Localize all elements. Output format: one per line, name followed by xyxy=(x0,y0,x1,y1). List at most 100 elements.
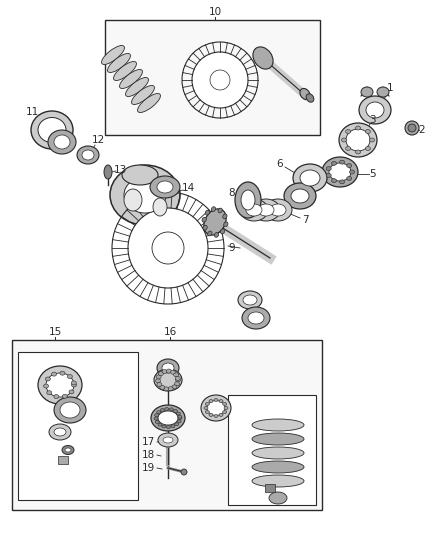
Ellipse shape xyxy=(205,210,209,215)
Ellipse shape xyxy=(300,88,310,100)
Ellipse shape xyxy=(65,448,71,452)
Ellipse shape xyxy=(246,204,262,216)
Ellipse shape xyxy=(38,366,82,404)
Text: 13: 13 xyxy=(113,165,127,175)
Ellipse shape xyxy=(370,138,374,142)
Text: 16: 16 xyxy=(163,327,177,337)
Ellipse shape xyxy=(170,370,176,374)
Ellipse shape xyxy=(54,394,59,399)
Text: 6: 6 xyxy=(277,159,283,169)
Ellipse shape xyxy=(204,209,226,235)
Text: 2: 2 xyxy=(419,125,425,135)
Ellipse shape xyxy=(205,410,209,414)
Text: 14: 14 xyxy=(181,183,194,193)
Ellipse shape xyxy=(162,369,167,374)
Text: 9: 9 xyxy=(229,243,235,253)
Bar xyxy=(105,20,320,135)
Ellipse shape xyxy=(223,402,226,406)
Bar xyxy=(12,340,322,510)
Ellipse shape xyxy=(329,163,351,181)
Ellipse shape xyxy=(214,399,218,401)
Text: 15: 15 xyxy=(48,327,62,337)
Ellipse shape xyxy=(108,53,131,72)
Ellipse shape xyxy=(38,117,66,142)
Ellipse shape xyxy=(306,94,314,102)
Ellipse shape xyxy=(326,173,331,177)
Ellipse shape xyxy=(252,475,304,487)
Ellipse shape xyxy=(175,382,180,386)
Text: 8: 8 xyxy=(229,188,235,198)
Ellipse shape xyxy=(177,412,180,415)
Ellipse shape xyxy=(408,124,416,132)
Text: 3: 3 xyxy=(369,115,375,125)
Ellipse shape xyxy=(208,231,212,236)
Ellipse shape xyxy=(154,369,182,391)
Ellipse shape xyxy=(43,384,49,388)
Ellipse shape xyxy=(252,419,304,431)
Ellipse shape xyxy=(405,121,419,135)
Ellipse shape xyxy=(168,387,173,391)
Ellipse shape xyxy=(326,167,331,171)
Ellipse shape xyxy=(151,405,185,431)
Ellipse shape xyxy=(235,182,261,218)
Ellipse shape xyxy=(339,123,377,157)
Ellipse shape xyxy=(46,377,50,381)
Ellipse shape xyxy=(224,222,228,227)
Ellipse shape xyxy=(238,291,262,309)
Ellipse shape xyxy=(69,390,74,394)
Bar xyxy=(265,484,275,492)
Ellipse shape xyxy=(332,161,336,165)
Ellipse shape xyxy=(347,164,352,167)
Ellipse shape xyxy=(173,409,177,413)
Ellipse shape xyxy=(178,416,182,419)
Text: 11: 11 xyxy=(25,107,39,117)
Ellipse shape xyxy=(346,129,370,151)
Ellipse shape xyxy=(162,363,174,373)
Ellipse shape xyxy=(177,420,181,423)
Ellipse shape xyxy=(223,214,227,219)
Ellipse shape xyxy=(181,469,187,475)
Ellipse shape xyxy=(48,130,76,154)
Ellipse shape xyxy=(62,394,67,398)
Text: 7: 7 xyxy=(302,215,308,225)
Ellipse shape xyxy=(157,359,179,377)
Ellipse shape xyxy=(128,208,208,288)
Ellipse shape xyxy=(54,397,86,423)
Ellipse shape xyxy=(339,160,345,164)
Ellipse shape xyxy=(122,165,158,185)
Ellipse shape xyxy=(359,96,391,124)
Ellipse shape xyxy=(160,409,164,411)
Ellipse shape xyxy=(347,176,352,181)
Ellipse shape xyxy=(204,407,208,409)
Ellipse shape xyxy=(202,217,206,222)
Ellipse shape xyxy=(365,147,371,150)
Ellipse shape xyxy=(207,400,225,416)
Ellipse shape xyxy=(120,69,142,88)
Ellipse shape xyxy=(300,170,320,186)
Ellipse shape xyxy=(218,208,223,213)
Ellipse shape xyxy=(158,423,162,426)
Ellipse shape xyxy=(157,383,162,386)
Ellipse shape xyxy=(205,402,209,406)
Ellipse shape xyxy=(46,373,74,397)
Ellipse shape xyxy=(152,232,184,264)
Text: 18: 18 xyxy=(141,450,155,460)
Ellipse shape xyxy=(258,204,274,216)
Ellipse shape xyxy=(162,425,166,428)
Ellipse shape xyxy=(342,138,346,142)
Ellipse shape xyxy=(192,52,248,108)
Bar xyxy=(58,456,68,464)
Ellipse shape xyxy=(77,146,99,164)
Ellipse shape xyxy=(241,190,255,210)
Ellipse shape xyxy=(113,61,137,80)
Ellipse shape xyxy=(252,433,304,445)
Ellipse shape xyxy=(223,410,226,414)
Ellipse shape xyxy=(52,372,57,376)
Ellipse shape xyxy=(377,87,389,97)
Ellipse shape xyxy=(210,70,230,90)
Text: 5: 5 xyxy=(369,169,375,179)
Ellipse shape xyxy=(62,446,74,455)
Ellipse shape xyxy=(166,369,171,373)
Ellipse shape xyxy=(170,408,173,411)
Ellipse shape xyxy=(126,77,148,96)
